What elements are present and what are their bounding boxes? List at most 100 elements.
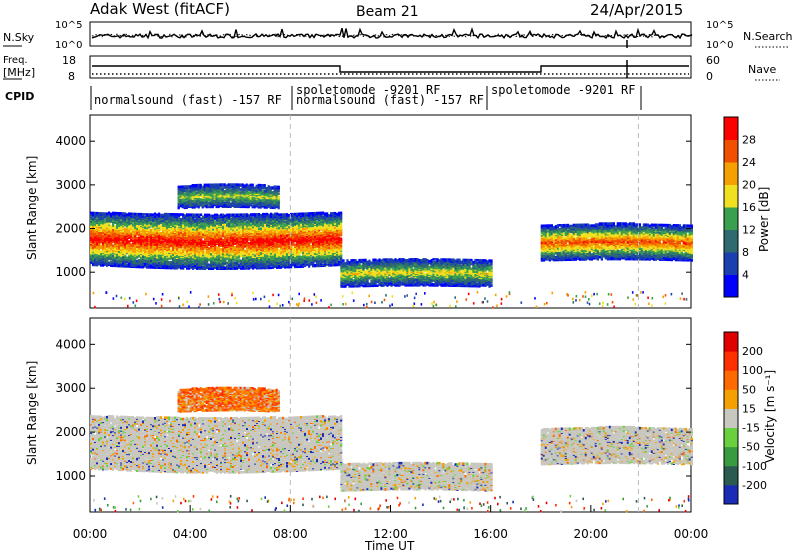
power-cell — [286, 230, 289, 233]
power-cell — [124, 232, 127, 235]
power-cell — [158, 251, 161, 254]
power-cell — [152, 223, 155, 226]
power-cell — [162, 246, 165, 249]
power-cell — [170, 217, 173, 221]
power-cell — [202, 261, 205, 265]
power-cell — [104, 257, 107, 260]
power-cell — [90, 231, 93, 235]
power-cell — [240, 233, 243, 237]
power-cell — [250, 227, 253, 231]
power-cell — [172, 216, 175, 220]
power-cell — [106, 222, 109, 226]
nave-label: Nave — [748, 63, 776, 76]
power-cell — [110, 257, 113, 261]
power-cell — [154, 248, 157, 251]
power-cell — [166, 236, 169, 240]
power-cell — [200, 232, 203, 236]
power-cell — [286, 234, 289, 237]
power-cell — [282, 225, 285, 229]
power-cell — [206, 254, 209, 258]
nsearch-line — [91, 33, 693, 38]
power-cell — [94, 211, 97, 215]
power-cell — [178, 221, 181, 225]
power-cell — [158, 231, 161, 235]
power-cell — [234, 218, 237, 221]
power-cell — [182, 213, 185, 216]
power-cell — [202, 253, 205, 257]
power-cell — [92, 262, 95, 266]
power-cell — [178, 239, 181, 242]
power-cell — [256, 248, 259, 252]
power-cell — [284, 240, 287, 243]
power-cell — [130, 259, 133, 263]
power-cell — [96, 211, 99, 215]
power-cell — [226, 252, 229, 256]
nsearch-ytick-bottom: 10^0 — [706, 40, 733, 51]
power-cell — [176, 241, 179, 244]
power-cell — [256, 224, 259, 228]
power-cell — [94, 227, 97, 230]
power-cell — [92, 256, 95, 260]
power-cell — [276, 266, 279, 269]
power-cell — [232, 248, 235, 251]
power-cell — [164, 242, 167, 246]
power-cell — [122, 240, 125, 243]
power-cell — [150, 228, 153, 232]
power-cell — [242, 225, 245, 229]
power-cell — [90, 253, 93, 257]
power-cell — [126, 219, 129, 222]
power-cell — [192, 213, 195, 216]
power-cell — [174, 256, 177, 259]
power-cell — [134, 212, 137, 216]
power-cell — [242, 257, 245, 261]
power-cell — [290, 244, 293, 248]
power-cell — [124, 237, 127, 240]
power-cell — [274, 251, 277, 254]
power-cell — [224, 224, 227, 227]
power-cell — [138, 212, 141, 216]
power-cell — [130, 232, 133, 236]
power-cell — [210, 220, 213, 223]
power-cell — [196, 251, 199, 255]
power-cell — [188, 227, 191, 231]
nsky-label: N.Sky — [3, 31, 35, 44]
power-cell — [158, 225, 161, 228]
power-cell — [258, 264, 261, 268]
power-cell — [244, 224, 247, 228]
power-cell — [120, 238, 123, 241]
power-cell — [228, 241, 231, 244]
power-cell — [264, 229, 267, 232]
power-cell — [138, 259, 141, 262]
power-cell — [222, 238, 225, 242]
power-cell — [306, 212, 309, 215]
power-cell — [100, 220, 103, 224]
power-cell — [182, 250, 185, 254]
power-cell — [150, 213, 153, 216]
power-cell — [148, 251, 151, 255]
power-cell — [274, 248, 277, 251]
power-cell — [106, 218, 109, 221]
power-cell — [308, 263, 311, 266]
power-cell — [220, 213, 223, 217]
power-cell — [202, 219, 205, 222]
power-cell — [256, 228, 259, 232]
power-cell — [226, 213, 229, 217]
power-cell — [216, 255, 219, 259]
power-cell — [130, 254, 133, 258]
power-cell — [290, 249, 293, 253]
power-cell — [142, 235, 145, 238]
power-cell — [266, 240, 269, 244]
power-cell — [270, 212, 273, 216]
power-cell — [222, 253, 225, 256]
power-cell — [264, 226, 267, 229]
power-cell — [194, 259, 197, 263]
power-cell — [210, 214, 213, 218]
power-cell — [146, 220, 149, 224]
power-cell — [292, 218, 295, 222]
power-cell — [252, 219, 255, 223]
power-cell — [156, 250, 159, 253]
power-cell — [170, 255, 173, 258]
power-cell — [234, 266, 237, 269]
power-cell — [236, 265, 239, 268]
